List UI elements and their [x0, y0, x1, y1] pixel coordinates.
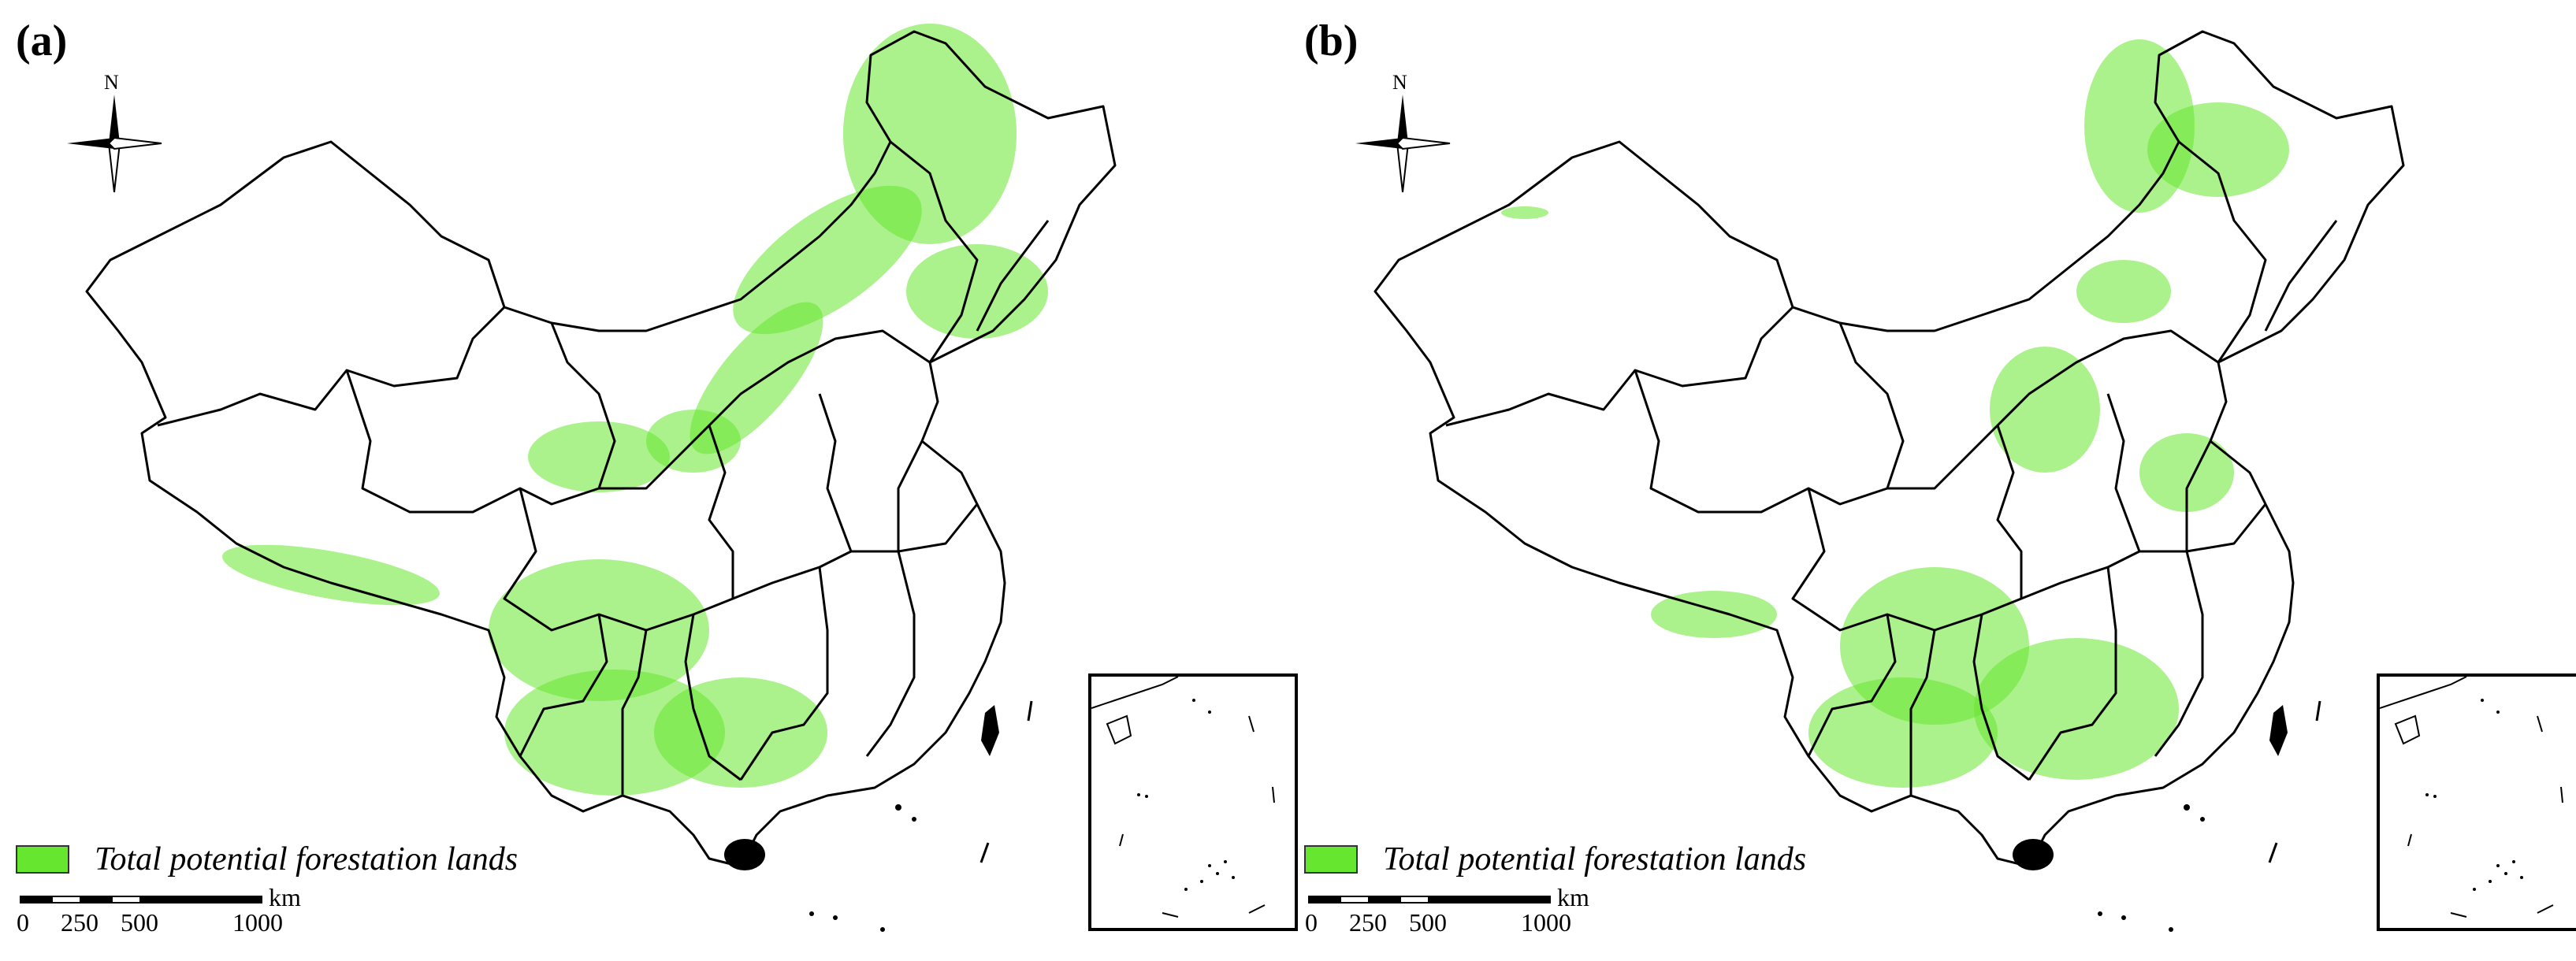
north-arrow-icon: N: [63, 71, 165, 205]
legend-label: Total potential forestation lands: [95, 841, 519, 878]
china-map-a: [85, 24, 1117, 932]
scale-tick: 250: [1349, 908, 1387, 937]
province-borders-a: [85, 30, 1117, 868]
scale-segment: [1400, 896, 1429, 903]
south-china-sea-inset: [2377, 673, 2576, 931]
scale-segment: [81, 896, 111, 903]
scale-segment: [1308, 896, 1340, 903]
scale-tick: 0: [17, 908, 29, 937]
panel-label: (b): [1304, 17, 1359, 65]
north-label: N: [104, 71, 119, 94]
inset-map: [2379, 676, 2563, 918]
scale-segment: [1370, 896, 1400, 903]
province-borders-b: [1373, 30, 2405, 868]
scale-tick: 500: [1409, 908, 1447, 937]
forestation-areas-b: [1501, 39, 2289, 788]
scale-segment: [1340, 896, 1370, 903]
map-panel-a: (a) N T: [16, 17, 1298, 954]
scale-segment: [51, 896, 81, 903]
scale-tick: 500: [121, 908, 158, 937]
scale-tick: 250: [61, 908, 99, 937]
scale-tick: 1000: [1521, 908, 1571, 937]
south-china-sea-inset: [1088, 673, 1298, 931]
islands-a: [724, 700, 1033, 932]
forestation-areas-a: [222, 24, 1048, 796]
islands-b: [2013, 700, 2321, 932]
scale-segment: [1429, 896, 1551, 903]
legend: Total potential forestation lands: [1304, 841, 1806, 878]
legend: Total potential forestation lands: [16, 841, 518, 878]
legend-swatch: [16, 845, 69, 874]
panel-label: (a): [16, 17, 68, 65]
north-label: N: [1392, 71, 1407, 94]
china-map-b: [1373, 30, 2405, 932]
scale-segment: [20, 896, 51, 903]
scale-bar: km 0 250 500 1000: [17, 883, 351, 954]
compass-rose-icon: [67, 95, 162, 193]
scale-segment: [141, 896, 262, 903]
north-arrow-icon: N: [1351, 71, 1454, 205]
scale-tick: 1000: [232, 908, 283, 937]
scale-bar: km 0 250 500 1000: [1305, 883, 1639, 954]
legend-swatch: [1304, 845, 1358, 874]
inset-map: [1091, 676, 1275, 918]
scale-tick: 0: [1305, 908, 1318, 937]
legend-label: Total potential forestation lands: [1383, 841, 1807, 878]
scale-unit: km: [1557, 883, 1589, 911]
scale-segment: [111, 896, 141, 903]
scale-unit: km: [269, 883, 301, 911]
compass-rose-icon: [1355, 95, 1451, 193]
map-panel-b: (b) N T: [1288, 0, 2576, 961]
